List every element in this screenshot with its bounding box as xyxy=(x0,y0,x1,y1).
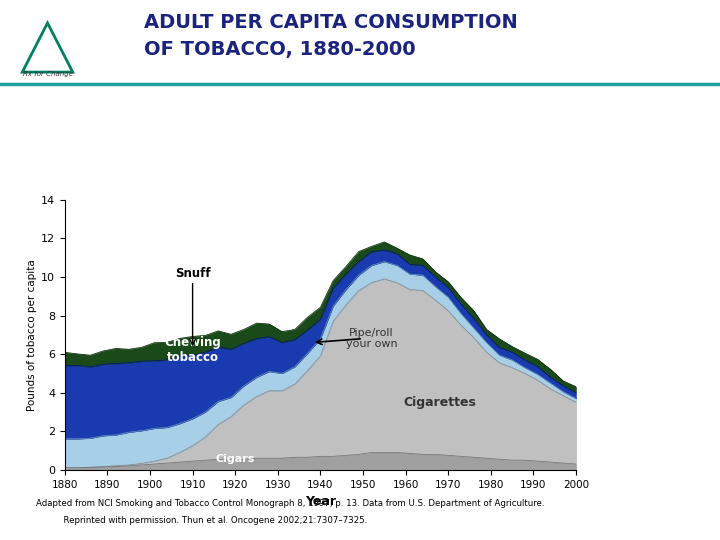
Text: ADULT PER CAPITA CONSUMPTION: ADULT PER CAPITA CONSUMPTION xyxy=(144,14,518,32)
Text: OF TOBACCO, 1880-2000: OF TOBACCO, 1880-2000 xyxy=(144,40,415,59)
Text: Cigarettes: Cigarettes xyxy=(403,396,476,409)
Text: All forms
of
tobacco
are
harmful: All forms of tobacco are harmful xyxy=(609,246,683,364)
Text: Pipe/roll
your own: Pipe/roll your own xyxy=(346,328,397,349)
X-axis label: Year: Year xyxy=(305,495,336,508)
Text: Reprinted with permission. Thun et al. Oncogene 2002;21:7307–7325.: Reprinted with permission. Thun et al. O… xyxy=(36,516,367,525)
Text: Adapted from NCI Smoking and Tobacco Control Monograph 8, 1997, p. 13. Data from: Adapted from NCI Smoking and Tobacco Con… xyxy=(36,500,544,509)
Text: Chewing
tobacco: Chewing tobacco xyxy=(164,336,221,364)
Text: Snuff: Snuff xyxy=(175,267,210,280)
Y-axis label: Pounds of tobacco per capita: Pounds of tobacco per capita xyxy=(27,259,37,411)
Text: Rx for Change: Rx for Change xyxy=(22,71,73,77)
Text: Cigars: Cigars xyxy=(215,454,255,464)
